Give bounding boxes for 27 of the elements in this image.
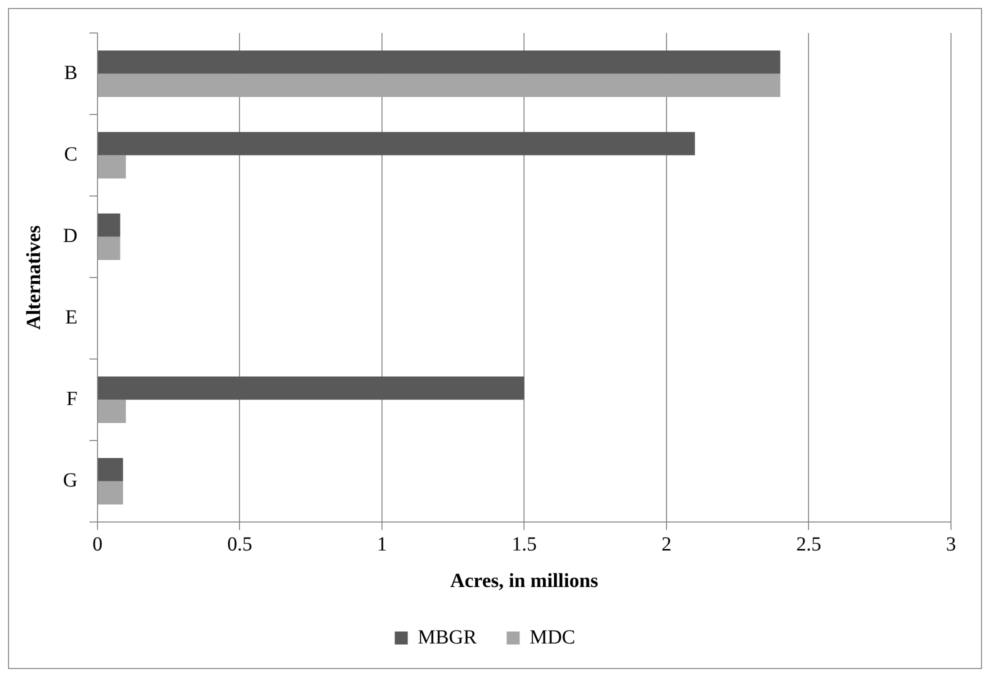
y-tick-label: E [65, 306, 78, 328]
y-tick-label: C [64, 144, 78, 166]
bar [98, 481, 124, 504]
y-tick-label: D [62, 225, 78, 247]
bar [98, 236, 120, 260]
bar [98, 214, 120, 237]
x-axis-title: Acres, in millions [450, 570, 598, 592]
x-tick-label: 2.5 [796, 533, 822, 556]
x-tick-label: 1 [376, 533, 387, 556]
legend-label: MDC [530, 626, 576, 648]
y-tick-label: B [64, 62, 78, 84]
bar [98, 132, 695, 156]
bar [98, 458, 124, 482]
y-tick-label: F [66, 388, 78, 410]
x-tick-label: 2 [661, 533, 672, 556]
bar [98, 50, 780, 74]
bar [98, 74, 780, 97]
y-axis-title: Alternatives [23, 225, 46, 330]
bar [98, 155, 126, 178]
legend-label: MBGR [418, 626, 478, 648]
bar [98, 376, 524, 400]
y-tick-label: G [62, 470, 78, 492]
x-tick-label: 0 [92, 533, 102, 556]
x-tick-label: 0.5 [227, 533, 252, 556]
bar [98, 400, 126, 423]
x-tick-label: 1.5 [512, 533, 537, 556]
x-tick-label: 3 [946, 533, 956, 556]
